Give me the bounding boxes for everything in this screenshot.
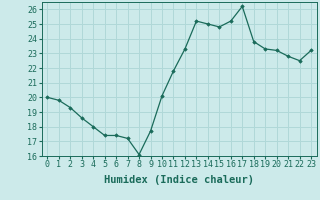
X-axis label: Humidex (Indice chaleur): Humidex (Indice chaleur): [104, 175, 254, 185]
